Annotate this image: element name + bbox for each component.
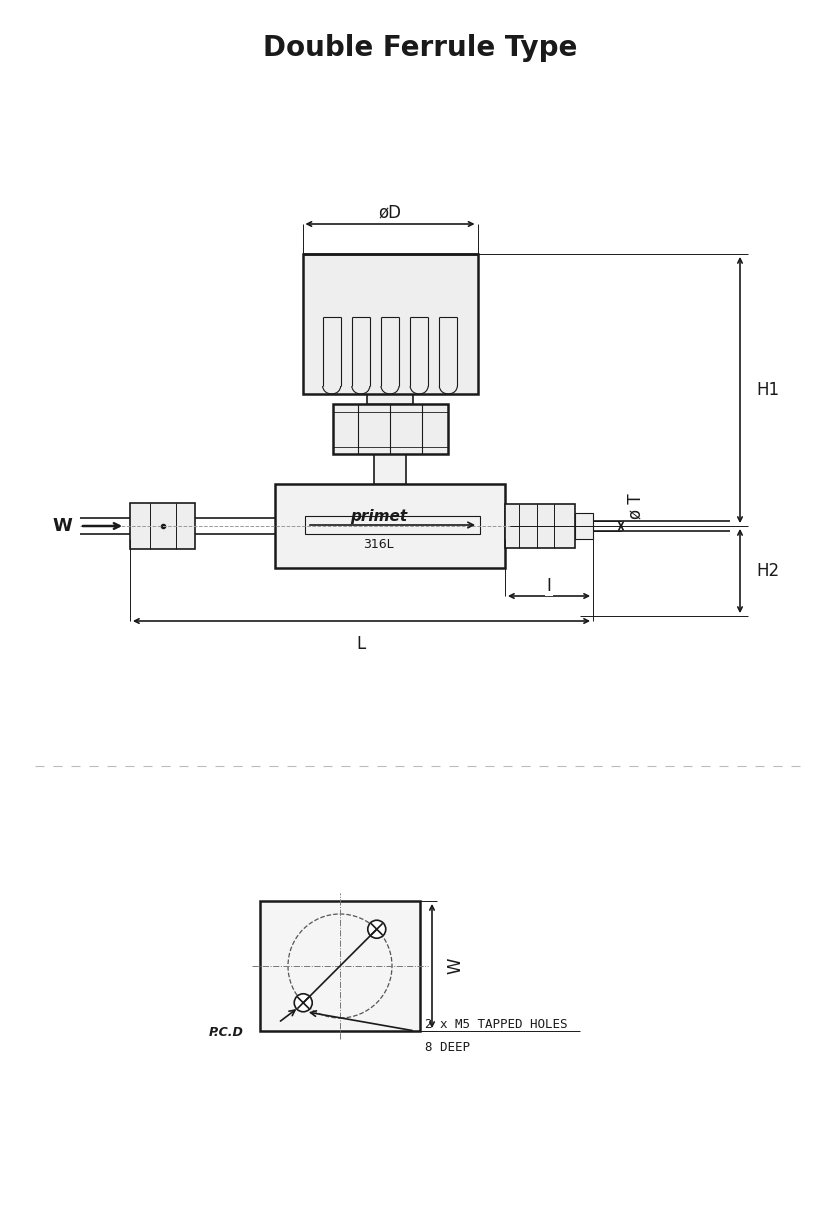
Text: 8 DEEP: 8 DEEP [425,1041,470,1054]
Text: H1: H1 [756,381,780,399]
Bar [367,394,413,404]
Bar [505,504,575,548]
Text: 316L: 316L [363,538,394,550]
Bar [374,453,406,484]
Bar [130,503,195,549]
Circle shape [368,920,386,938]
Bar [575,513,593,539]
Text: P.C.D: P.C.D [208,1026,244,1040]
Text: 2 x M5 TAPPED HOLES: 2 x M5 TAPPED HOLES [425,1018,568,1031]
Bar [302,254,477,394]
Text: I: I [547,576,551,595]
Text: øD: øD [379,203,402,221]
Bar [260,901,420,1031]
Text: ø T: ø T [626,493,644,519]
Text: L: L [357,636,366,652]
Text: W: W [446,958,464,974]
Bar [333,404,448,453]
Text: Double Ferrule Type: Double Ferrule Type [263,34,577,62]
Bar [305,516,480,534]
Text: H2: H2 [756,562,780,580]
Bar [275,484,505,568]
Text: W: W [52,517,72,535]
Circle shape [294,994,312,1012]
Text: primet: primet [350,509,407,523]
